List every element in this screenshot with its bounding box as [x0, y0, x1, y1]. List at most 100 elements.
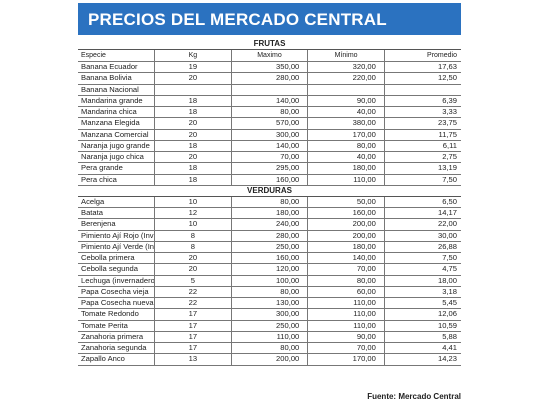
section-header-verduras: VERDURAS: [78, 185, 461, 197]
source-note: Fuente: Mercado Central: [367, 392, 461, 401]
cell-promedio: 14,17: [384, 207, 461, 220]
cell-especie: Banana Nacional: [78, 84, 156, 96]
cell-especie: Mandarina chica: [78, 106, 156, 119]
cell-minimo: 70,00: [307, 263, 385, 276]
cell-especie: Mandarina grande: [78, 95, 156, 108]
cell-promedio: 14,23: [384, 353, 461, 366]
col-minimo: Mínimo: [307, 49, 385, 62]
table-row: Manzana Elegida 20 570,00 380,00 23,75: [78, 117, 461, 130]
cell-promedio: 12,50: [384, 72, 461, 85]
cell-minimo: 110,00: [307, 308, 385, 321]
table-row: Cebolla primera 20 160,00 140,00 7,50: [78, 252, 461, 265]
cell-promedio: 3,33: [384, 106, 461, 119]
cell-minimo: 380,00: [307, 117, 385, 130]
cell-especie: Acelga: [78, 196, 156, 209]
cell-kg: 17: [154, 331, 232, 344]
cell-maximo: 250,00: [231, 241, 309, 254]
cell-kg: 8: [154, 230, 232, 242]
table-row: Pimiento Ají Rojo (Inver)8280,00200,0030…: [78, 230, 461, 242]
cell-maximo: 140,00: [231, 140, 309, 153]
cell-promedio: 11,75: [384, 129, 461, 141]
cell-especie: Manzana Elegida: [78, 117, 156, 130]
cell-maximo: 240,00: [231, 218, 309, 231]
cell-minimo: [307, 84, 385, 96]
cell-minimo: 60,00: [307, 286, 385, 299]
prices-table: FRUTAS Especie Kg Maximo Mínimo Promedio…: [78, 39, 461, 366]
section-label: VERDURAS: [78, 185, 461, 197]
cell-minimo: 180,00: [307, 162, 385, 175]
cell-maximo: 80,00: [231, 106, 309, 119]
cell-promedio: 10,59: [384, 320, 461, 332]
cell-especie: Tomate Redondo: [78, 308, 156, 321]
cell-maximo: 130,00: [231, 297, 309, 310]
table-row: Pera grande 18 295,00 180,00 13,19: [78, 162, 461, 175]
table-row: Naranja jugo grande 18 140,00 80,00 6,11: [78, 140, 461, 153]
cell-kg: 20: [154, 129, 232, 141]
column-headers: Especie Kg Maximo Mínimo Promedio: [78, 49, 461, 62]
cell-especie: Naranja jugo chica: [78, 151, 156, 164]
cell-minimo: 180,00: [307, 241, 385, 254]
cell-especie: Batata: [78, 207, 156, 220]
table-row: Berenjena 10 240,00 200,00 22,00: [78, 218, 461, 231]
table-row: Banana Ecuador 19 350,00 320,00 17,63: [78, 61, 461, 74]
cell-maximo: 200,00: [231, 353, 309, 366]
cell-especie: Pera grande: [78, 162, 156, 175]
cell-especie: Cebolla primera: [78, 252, 156, 265]
cell-kg: 5: [154, 275, 232, 287]
table-row: Manzana Comercial 20 300,00 170,00 11,75: [78, 129, 461, 141]
cell-especie: Banana Bolivia: [78, 72, 156, 85]
cell-minimo: 110,00: [307, 297, 385, 310]
cell-promedio: 3,18: [384, 286, 461, 299]
cell-maximo: 295,00: [231, 162, 309, 175]
cell-kg: 22: [154, 286, 232, 299]
cell-kg: 17: [154, 308, 232, 321]
cell-minimo: 110,00: [307, 174, 385, 186]
table-row: Mandarina chica 18 80,00 40,00 3,33: [78, 106, 461, 119]
cell-maximo: 300,00: [231, 129, 309, 141]
cell-minimo: 50,00: [307, 196, 385, 209]
table-row: Acelga 10 80,00 50,00 6,50: [78, 196, 461, 209]
cell-especie: Berenjena: [78, 218, 156, 231]
cell-minimo: 70,00: [307, 342, 385, 355]
cell-minimo: 110,00: [307, 320, 385, 332]
cell-minimo: 40,00: [307, 106, 385, 119]
col-maximo: Maximo: [231, 49, 309, 62]
cell-maximo: 120,00: [231, 263, 309, 276]
cell-especie: Pera chica: [78, 174, 156, 186]
page-title: PRECIOS DEL MERCADO CENTRAL: [88, 10, 387, 29]
cell-especie: Naranja jugo grande: [78, 140, 156, 153]
col-promedio: Promedio: [384, 49, 461, 62]
cell-maximo: 100,00: [231, 275, 309, 287]
cell-minimo: 200,00: [307, 218, 385, 231]
cell-kg: 18: [154, 174, 232, 186]
cell-especie: Tomate Perita: [78, 320, 156, 332]
section-label: FRUTAS: [78, 39, 461, 50]
table-row: Batata 12 180,00 160,00 14,17: [78, 207, 461, 220]
cell-minimo: 170,00: [307, 129, 385, 141]
cell-maximo: 80,00: [231, 196, 309, 209]
cell-kg: 19: [154, 61, 232, 74]
cell-kg: 20: [154, 72, 232, 85]
table-row: Lechuga (invernadero) 5 100,00 80,00 18,00: [78, 275, 461, 287]
title-bar: PRECIOS DEL MERCADO CENTRAL: [78, 3, 461, 35]
cell-kg: 20: [154, 151, 232, 164]
table-row: Mandarina grande 18 140,00 90,00 6,39: [78, 95, 461, 108]
cell-promedio: 22,00: [384, 218, 461, 231]
cell-especie: Banana Ecuador: [78, 61, 156, 74]
cell-minimo: 200,00: [307, 230, 385, 242]
cell-promedio: 23,75: [384, 117, 461, 130]
cell-maximo: 70,00: [231, 151, 309, 164]
cell-kg: 20: [154, 263, 232, 276]
cell-promedio: 5,88: [384, 331, 461, 344]
cell-especie: Manzana Comercial: [78, 129, 156, 141]
cell-especie: Papa Cosecha vieja: [78, 286, 156, 299]
table-row: Papa Cosecha vieja 22 80,00 60,00 3,18: [78, 286, 461, 299]
table-row: Tomate Perita 17 250,00 110,00 10,59: [78, 320, 461, 332]
cell-kg: 20: [154, 252, 232, 265]
cell-especie: Papa Cosecha nueva: [78, 297, 156, 310]
cell-minimo: 320,00: [307, 61, 385, 74]
section-header-frutas: FRUTAS: [78, 39, 461, 50]
table-row: Pera chica 18 160,00 110,00 7,50: [78, 174, 461, 186]
cell-promedio: 13,19: [384, 162, 461, 175]
cell-minimo: 160,00: [307, 207, 385, 220]
